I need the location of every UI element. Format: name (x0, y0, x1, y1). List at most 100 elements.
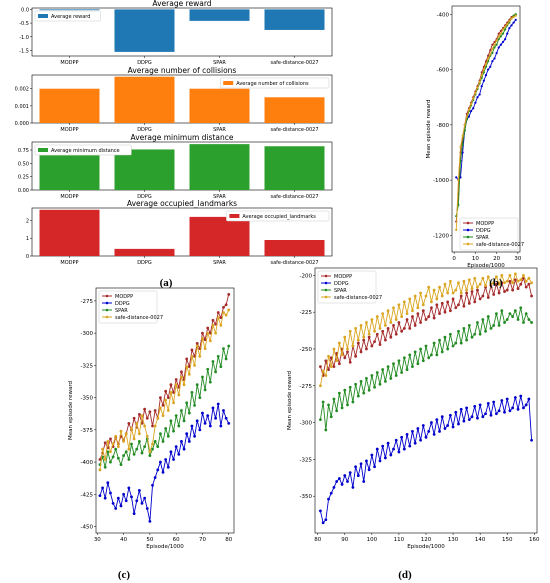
data-point (405, 318, 409, 321)
bar (39, 9, 100, 11)
data-point (124, 432, 128, 436)
y-tick-label: -350 (300, 494, 313, 500)
data-point (511, 406, 515, 410)
data-point (508, 27, 511, 30)
legend-label: MODPP (334, 274, 352, 280)
data-point (211, 360, 215, 363)
data-point (492, 324, 496, 327)
x-tick-label: 40 (120, 537, 127, 543)
data-point (164, 398, 168, 402)
data-point (478, 80, 481, 84)
x-tick-label: 140 (475, 537, 486, 543)
data-point (227, 421, 231, 425)
y-tick-label: 0.75 (18, 148, 29, 154)
data-point (332, 347, 336, 351)
axes-frame (31, 207, 333, 257)
data-point (367, 388, 371, 392)
data-point (446, 347, 450, 351)
data-point (109, 450, 112, 454)
data-point (208, 424, 212, 428)
legend-marker (466, 228, 470, 232)
data-point (491, 47, 494, 50)
y-tick-label: -275 (81, 299, 94, 305)
data-point (454, 341, 458, 345)
legend-marker (324, 288, 328, 292)
data-point (193, 403, 196, 407)
data-point (516, 318, 520, 321)
data-point (435, 418, 439, 422)
legend-marker (105, 301, 109, 305)
data-point (497, 291, 501, 295)
legend: Average reward (34, 10, 101, 22)
data-point (459, 145, 462, 149)
data-point (381, 444, 385, 448)
data-point (459, 291, 463, 295)
data-point (103, 441, 107, 445)
data-point (397, 321, 401, 324)
data-point (114, 507, 118, 510)
y-axis-label: Mean episode reward (68, 381, 74, 440)
data-point (427, 285, 431, 289)
data-point (493, 40, 496, 44)
data-point (362, 391, 366, 395)
chart-title: Average occupied_landmarks (127, 199, 237, 208)
data-point (481, 318, 485, 321)
data-point (203, 388, 207, 392)
legend-entry: MODPP (321, 274, 352, 280)
data-point (321, 521, 325, 525)
data-point (392, 324, 395, 327)
data-point (195, 419, 199, 423)
x-tick-label: 120 (421, 537, 432, 543)
data-point (467, 108, 471, 111)
data-point (427, 430, 431, 433)
data-point (394, 374, 398, 377)
data-point (359, 324, 363, 327)
data-point (381, 312, 385, 316)
data-point (448, 309, 452, 313)
data-point (448, 279, 452, 283)
y-tick-label: -250 (300, 347, 313, 353)
x-tick-label: DDPG (137, 194, 152, 200)
data-point (201, 411, 204, 415)
legend-entry: safe-distance-0027 (102, 315, 163, 321)
legend: Average occupied_landmarks (226, 210, 330, 222)
data-point (493, 43, 496, 46)
data-point (508, 312, 512, 316)
data-point (169, 419, 173, 423)
data-point (493, 57, 496, 60)
data-point (337, 391, 341, 395)
legend-swatch (229, 214, 240, 218)
series-DDPG (98, 402, 231, 523)
data-point (494, 312, 498, 316)
data-point (214, 322, 218, 326)
data-point (103, 496, 107, 500)
y-tick-label: 0.00 (18, 188, 29, 194)
legend-marker (324, 274, 328, 278)
data-point (503, 281, 506, 285)
data-point (462, 279, 466, 283)
data-point (216, 402, 220, 406)
data-point (505, 279, 509, 283)
data-point (137, 432, 141, 436)
data-point (346, 403, 349, 407)
x-tick-label: 20 (493, 256, 500, 262)
data-point (159, 460, 162, 464)
data-point (438, 430, 441, 433)
data-point (164, 458, 168, 461)
data-point (459, 341, 463, 345)
data-point (137, 440, 141, 443)
legend-label: Average reward (51, 14, 90, 20)
data-point (508, 409, 512, 413)
data-point (140, 414, 144, 418)
axes-frame (31, 74, 333, 124)
data-point (111, 501, 115, 505)
data-point (172, 391, 175, 394)
x-tick-label: 30 (94, 537, 101, 543)
data-point (148, 519, 152, 523)
data-point (367, 335, 371, 339)
data-point (503, 321, 506, 324)
data-point (392, 447, 395, 451)
data-point (465, 291, 469, 295)
